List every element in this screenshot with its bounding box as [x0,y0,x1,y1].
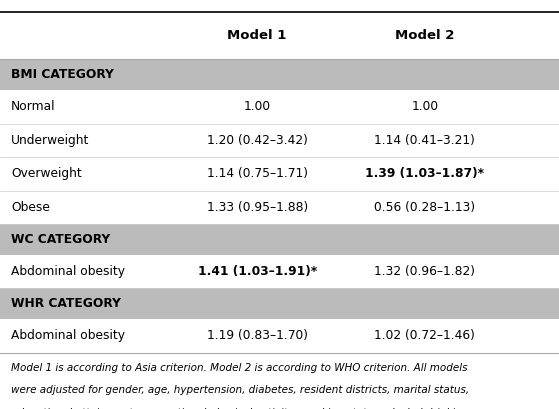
Text: 1.33 (0.95–1.88): 1.33 (0.95–1.88) [206,201,308,214]
Bar [0,288,559,319]
Text: Abdominal obesity: Abdominal obesity [11,265,125,278]
Text: 1.14 (0.41–3.21): 1.14 (0.41–3.21) [375,134,475,147]
Text: 1.39 (1.03–1.87)*: 1.39 (1.03–1.87)* [365,167,485,180]
Bar [0,224,559,255]
Text: educational attainment, occupational physical activity, smoking status, alcohol : educational attainment, occupational phy… [11,408,468,409]
Bar [0,59,559,90]
Text: Abdominal obesity: Abdominal obesity [11,329,125,342]
Text: 1.14 (0.75–1.71): 1.14 (0.75–1.71) [207,167,307,180]
Text: Model 2: Model 2 [395,29,454,42]
Text: Overweight: Overweight [11,167,82,180]
Text: were adjusted for gender, age, hypertension, diabetes, resident districts, marit: were adjusted for gender, age, hypertens… [11,385,470,395]
Text: Obese: Obese [11,201,50,214]
Text: 1.32 (0.96–1.82): 1.32 (0.96–1.82) [375,265,475,278]
Text: 1.19 (0.83–1.70): 1.19 (0.83–1.70) [207,329,307,342]
Text: 1.20 (0.42–3.42): 1.20 (0.42–3.42) [207,134,307,147]
Text: WC CATEGORY: WC CATEGORY [11,233,111,246]
Text: Underweight: Underweight [11,134,89,147]
Text: WHR CATEGORY: WHR CATEGORY [11,297,121,310]
Text: 1.41 (1.03–1.91)*: 1.41 (1.03–1.91)* [197,265,317,278]
Text: 1.00: 1.00 [244,100,271,113]
Text: 1.02 (0.72–1.46): 1.02 (0.72–1.46) [375,329,475,342]
Text: Model 1 is according to Asia criterion. Model 2 is according to WHO criterion. A: Model 1 is according to Asia criterion. … [11,363,468,373]
Text: 0.56 (0.28–1.13): 0.56 (0.28–1.13) [375,201,475,214]
Text: BMI CATEGORY: BMI CATEGORY [11,68,114,81]
Text: Model 1: Model 1 [228,29,287,42]
Text: 1.00: 1.00 [411,100,438,113]
Text: Normal: Normal [11,100,56,113]
